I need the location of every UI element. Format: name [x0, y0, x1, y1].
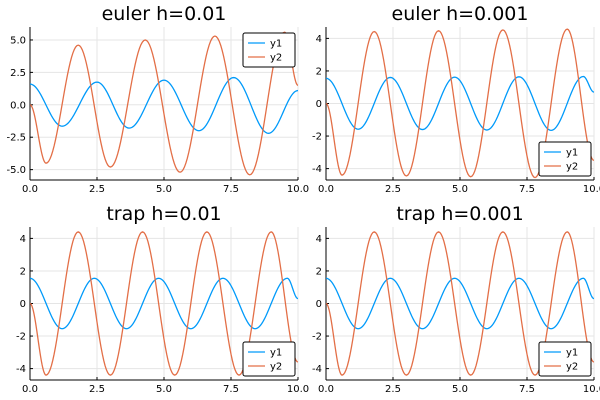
y-tick-label: 0 — [20, 299, 26, 310]
x-tick-label: 7.5 — [223, 184, 239, 195]
subplot-title: trap h=0.001 — [396, 203, 523, 225]
y-tick-label: -4 — [312, 364, 322, 375]
legend-box — [538, 141, 592, 177]
y-tick-label: -2.5 — [6, 133, 26, 144]
legend-label-y1: y1 — [270, 348, 282, 359]
legend-box — [538, 341, 592, 377]
y-tick-label: -2 — [312, 332, 322, 343]
legend-box — [242, 32, 296, 68]
x-tick-label: 10.0 — [583, 184, 600, 195]
y-tick-label: 2 — [316, 266, 322, 277]
y-tick-label: -4 — [16, 364, 26, 375]
x-tick-label: 2.5 — [385, 384, 401, 395]
legend-label-y1: y1 — [566, 148, 578, 159]
legend-label-y2: y2 — [566, 162, 578, 173]
y-tick-label: 2 — [20, 266, 26, 277]
y-tick-label: 4 — [316, 234, 322, 245]
series-line-y1 — [30, 76, 298, 134]
legend-label-y2: y2 — [270, 53, 282, 64]
series-line-y1 — [326, 277, 594, 330]
legend-label-y2: y2 — [270, 362, 282, 373]
series-line-y2 — [30, 231, 298, 376]
x-tick-label: 2.5 — [89, 384, 105, 395]
subplot-euler-h0.001: euler h=0.001 0.02.55.07.510.0-4-2024y1y… — [312, 3, 600, 195]
series-line-y1 — [326, 75, 594, 132]
legend-label-y1: y1 — [566, 348, 578, 359]
legend-label-y1: y1 — [270, 39, 282, 50]
x-tick-label: 2.5 — [385, 184, 401, 195]
y-tick-label: 2 — [316, 66, 322, 77]
y-tick-label: -2 — [16, 332, 26, 343]
y-tick-label: -4 — [312, 164, 322, 175]
x-tick-label: 0.0 — [22, 384, 38, 395]
series-line-y1 — [30, 277, 298, 330]
subplot-title: euler h=0.01 — [102, 3, 227, 25]
x-tick-label: 7.5 — [223, 384, 239, 395]
y-tick-label: -2 — [312, 132, 322, 143]
legend-label-y2: y2 — [566, 362, 578, 373]
x-tick-label: 7.5 — [519, 184, 535, 195]
x-tick-label: 2.5 — [89, 184, 105, 195]
x-tick-label: 5.0 — [156, 384, 172, 395]
y-tick-label: 4 — [20, 234, 26, 245]
subplot-title: euler h=0.001 — [392, 3, 529, 25]
x-tick-label: 10.0 — [287, 384, 309, 395]
x-tick-label: 5.0 — [452, 384, 468, 395]
y-tick-label: 2.5 — [10, 68, 26, 79]
series-line-y2 — [30, 31, 298, 176]
x-tick-label: 5.0 — [452, 184, 468, 195]
y-tick-label: -5.0 — [6, 165, 26, 176]
y-tick-label: 0.0 — [10, 100, 26, 111]
x-tick-label: 10.0 — [287, 184, 309, 195]
x-tick-label: 0.0 — [318, 384, 334, 395]
x-tick-label: 7.5 — [519, 384, 535, 395]
y-tick-label: 0 — [316, 299, 322, 310]
y-tick-label: 5.0 — [10, 35, 26, 46]
series-line-y2 — [326, 28, 594, 179]
x-tick-label: 10.0 — [583, 384, 600, 395]
series-line-y2 — [326, 231, 594, 376]
x-tick-label: 0.0 — [318, 184, 334, 195]
x-tick-label: 5.0 — [156, 184, 172, 195]
y-tick-label: 4 — [316, 34, 322, 45]
legend-box — [242, 341, 296, 377]
x-tick-label: 0.0 — [22, 184, 38, 195]
y-tick-label: 0 — [316, 99, 322, 110]
subplot-euler-h0.01: euler h=0.01 0.0 2.5 5.0 7.5 10.0 -5.0 -2.5 0.0… — [6, 3, 309, 195]
subplot-title: trap h=0.01 — [106, 203, 221, 225]
